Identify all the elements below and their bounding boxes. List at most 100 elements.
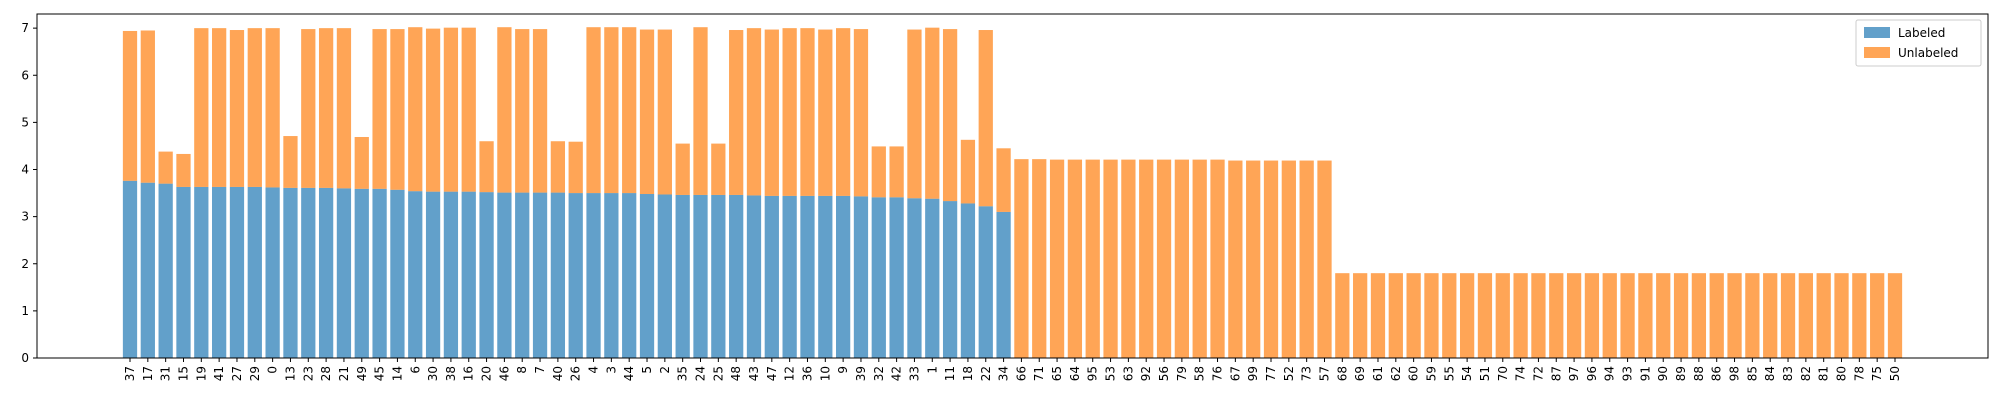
x-tick-label: 37 (123, 366, 137, 381)
bar-labeled (354, 188, 369, 358)
x-tick-label: 18 (961, 366, 975, 381)
bar-labeled (461, 191, 476, 358)
plot-frame (36, 13, 1989, 359)
x-tick-label: 29 (248, 366, 262, 381)
x-tick-label: 43 (747, 366, 761, 381)
bar-labeled (942, 201, 958, 358)
bar-unlabeled (1032, 159, 1047, 358)
bar-unlabeled (996, 148, 1011, 212)
bar-labeled (229, 186, 245, 358)
bar-unlabeled (158, 151, 173, 184)
x-tick-label: 65 (1050, 366, 1064, 381)
bar-labeled (212, 186, 227, 358)
bar-unlabeled (425, 28, 441, 192)
bar-unlabeled (1192, 159, 1207, 358)
x-tick-label: 47 (765, 366, 779, 381)
bar-labeled (960, 203, 976, 358)
bar-unlabeled (1014, 159, 1029, 358)
bar-unlabeled (1745, 273, 1760, 358)
bar-unlabeled (140, 30, 155, 183)
bar-labeled (639, 194, 655, 358)
bar-unlabeled (1602, 273, 1617, 358)
x-tick-label: 92 (1139, 366, 1153, 381)
x-tick-label: 78 (1852, 366, 1866, 381)
bar-unlabeled (1852, 273, 1867, 358)
x-tick-label: 0 (266, 366, 280, 374)
x-tick-label: 51 (1478, 366, 1492, 381)
x-tick-label: 74 (1514, 366, 1528, 381)
y-tick-label: 1 (21, 304, 29, 318)
bar-unlabeled (800, 28, 815, 196)
x-tick-label: 10 (818, 366, 832, 381)
bar-unlabeled (1673, 273, 1689, 358)
bar-unlabeled (550, 141, 566, 193)
bar-unlabeled (1887, 273, 1903, 358)
x-tick-label: 50 (1888, 366, 1902, 381)
x-tick-label: 86 (1710, 366, 1724, 381)
bar-labeled (675, 194, 690, 358)
x-tick-label: 2 (658, 366, 672, 374)
x-tick-label: 23 (301, 366, 315, 381)
x-tick-label: 19 (194, 366, 208, 381)
bar-unlabeled (978, 30, 993, 207)
bar-labeled (907, 198, 922, 358)
bar-labeled (853, 196, 869, 358)
bar-unlabeled (1353, 273, 1368, 358)
bar-labeled (122, 180, 138, 358)
bar-unlabeled (212, 28, 227, 187)
bar-unlabeled (675, 143, 690, 195)
x-tick-label: 22 (979, 366, 993, 381)
bar-unlabeled (1442, 273, 1457, 358)
bar-unlabeled (1246, 160, 1261, 358)
bar-unlabeled (1549, 273, 1564, 358)
bar-unlabeled (497, 27, 512, 193)
x-tick-label: 6 (408, 366, 422, 374)
bar-labeled (497, 192, 512, 358)
bar-unlabeled (871, 146, 886, 198)
bar-unlabeled (907, 29, 922, 199)
bar-labeled (532, 192, 548, 358)
x-tick-label: 24 (694, 366, 708, 381)
x-tick-label: 44 (622, 366, 636, 381)
bar-labeled (800, 195, 815, 358)
bar-labeled (515, 192, 530, 358)
x-tick-label: 33 (907, 366, 921, 381)
bar-unlabeled (622, 27, 637, 194)
bar-unlabeled (301, 29, 316, 188)
bar-labeled (764, 195, 779, 358)
bar-unlabeled (568, 141, 583, 194)
y-tick-label: 5 (21, 115, 29, 129)
bar-labeled (889, 197, 904, 358)
x-tick-label: 85 (1745, 366, 1759, 381)
bar-unlabeled (1727, 273, 1742, 358)
bar-unlabeled (1281, 160, 1296, 358)
x-tick-label: 31 (159, 366, 173, 381)
x-tick-label: 57 (1317, 366, 1331, 381)
bar-labeled (176, 186, 191, 358)
x-tick-label: 49 (355, 366, 369, 381)
x-tick-label: 8 (515, 366, 529, 374)
bar-unlabeled (515, 29, 530, 193)
x-tick-label: 62 (1389, 366, 1403, 381)
bar-unlabeled (1834, 273, 1849, 358)
x-tick-label: 45 (373, 366, 387, 381)
bar-labeled (301, 187, 316, 358)
x-tick-label: 59 (1424, 366, 1438, 381)
x-tick-label: 63 (1121, 366, 1135, 381)
x-tick-label: 15 (176, 366, 190, 381)
x-tick-label: 71 (1032, 366, 1046, 381)
x-tick-label: 66 (1014, 366, 1028, 381)
bar-labeled (568, 193, 583, 358)
x-tick-label: 42 (890, 366, 904, 381)
bar-unlabeled (532, 29, 548, 193)
x-tick-label: 30 (426, 366, 440, 381)
x-tick-label: 27 (230, 366, 244, 381)
bar-unlabeled (265, 28, 280, 188)
bar-unlabeled (889, 146, 904, 198)
x-tick-label: 38 (444, 366, 458, 381)
bar-unlabeled (1763, 273, 1778, 358)
legend-label: Labeled (1898, 26, 1945, 40)
x-tick-label: 46 (497, 366, 511, 381)
